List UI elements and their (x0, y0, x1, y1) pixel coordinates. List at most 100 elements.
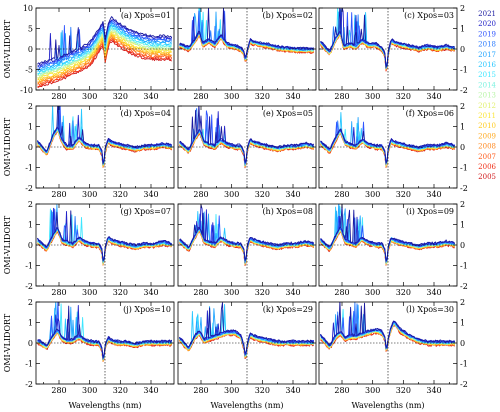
x-tick-label: 300 (365, 386, 380, 395)
x-tick-label: 300 (224, 190, 239, 199)
y-tick-label: 5 (28, 25, 33, 34)
x-tick-label: 320 (113, 190, 128, 199)
x-tick-label: 320 (396, 190, 411, 199)
y-tick-label: 1 (460, 123, 465, 132)
panel-f: 280 300 320 340 -2 -1 0 1 2 (f) Xpos=06 (318, 102, 468, 199)
panel-c: 280 300 320 340 -2 -1 0 1 2 (c) Xpos=03 (318, 4, 468, 101)
x-tick-label: 340 (285, 386, 300, 395)
series-group-l (320, 302, 456, 352)
x-tick-label: 280 (334, 92, 349, 101)
series-group-d (37, 106, 173, 168)
y-tick-label: 0 (28, 339, 33, 348)
x-tick-label: 320 (255, 288, 270, 297)
series-2021-panel-f (320, 128, 455, 164)
panel-label-d: (d) Xpos=04 (120, 109, 171, 118)
panel-label-e: (e) Xpos=05 (263, 109, 313, 118)
legend-entry-2013: 2013 (478, 92, 496, 100)
series-2021-panel-c (320, 8, 455, 68)
x-tick-label: 280 (51, 190, 66, 199)
y-tick-label: 0 (28, 241, 33, 250)
panel-e: 280 300 320 340 (e) Xpos=05 (177, 105, 317, 199)
panel-h: 280 300 320 340 (h) Xpos=08 (177, 203, 317, 297)
y-tick-label: 1 (28, 123, 33, 132)
y-tick-label: 2 (460, 4, 465, 13)
y-tick-label: -2 (460, 86, 468, 95)
panel-label-g: (g) Xpos=07 (120, 207, 171, 216)
y-tick-label: -2 (460, 282, 468, 291)
legend-entry-2011: 2011 (478, 112, 496, 120)
x-tick-label: 300 (224, 386, 239, 395)
x-tick-label: 280 (193, 92, 208, 101)
series-2021-panel-l (320, 302, 456, 348)
panel-label-j: (j) Xpos=10 (123, 305, 171, 314)
y-tick-label: 0 (460, 143, 465, 152)
y-tick-label: 0 (460, 241, 465, 250)
x-tick-label: 300 (365, 190, 380, 199)
series-group-h (179, 204, 315, 267)
legend-entry-2016: 2016 (478, 61, 496, 69)
x-tick-label: 300 (82, 92, 97, 101)
panel-l: 280 300 320 340 -2 -1 0 1 2 (l) Xpos=30 (318, 298, 468, 395)
x-tick-label: 320 (255, 190, 270, 199)
y-tick-label: 2 (460, 200, 465, 209)
x-tick-label: 340 (285, 92, 300, 101)
y-tick-label: -2 (460, 380, 468, 389)
panel-k: 280 300 320 340 (k) Xpos=29 (177, 301, 317, 395)
series-2021-panel-b (179, 8, 314, 58)
x-tick-label: 300 (82, 190, 97, 199)
y-tick-label: -1 (25, 164, 33, 173)
y-tick-label: 1 (28, 221, 33, 230)
y-axis-label: OMI-VLIDORT (3, 313, 12, 372)
y-tick-label: 0 (28, 45, 33, 54)
series-group-i (320, 204, 456, 266)
x-axis-label: Wavelengths (nm) (351, 401, 424, 410)
series-2021-panel-a (37, 16, 173, 65)
series-group-b (179, 8, 315, 62)
x-tick-label: 320 (255, 386, 270, 395)
panel-g: 280 300 320 340 -2 -1 0 1 2 (g) Xpos=07 (25, 200, 175, 297)
panel-b: 280 300 320 340 (b) Xpos=02 (177, 7, 317, 101)
x-tick-label: 320 (113, 92, 128, 101)
panel-i: 280 300 320 340 -2 -1 0 1 2 (i) Xpos=09 (318, 200, 468, 297)
y-tick-label: -1 (460, 360, 468, 369)
panel-label-l: (l) Xpos=30 (406, 305, 454, 314)
series-2021-panel-k (179, 302, 314, 354)
y-axis-label: OMI-VLIDORT (3, 215, 12, 274)
x-tick-label: 340 (426, 92, 441, 101)
legend-entry-2012: 2012 (478, 102, 496, 110)
y-tick-label: 1 (460, 221, 465, 230)
panel-label-i: (i) Xpos=09 (406, 207, 454, 216)
y-tick-label: -2 (25, 184, 33, 193)
x-tick-label: 340 (426, 288, 441, 297)
legend-entry-2017: 2017 (478, 51, 496, 59)
panel-d: 280 300 320 340 -2 -1 0 1 2 (d) Xpos=04 (25, 102, 175, 199)
x-tick-label: 340 (143, 190, 158, 199)
x-tick-label: 300 (82, 288, 97, 297)
x-tick-label: 300 (82, 386, 97, 395)
y-axis-labels: OMI-VLIDORT OMI-VLIDORT OMI-VLIDORT OMI-VLI… (3, 19, 12, 372)
panel-label-c: (c) Xpos=03 (404, 11, 454, 20)
y-tick-label: -5 (25, 66, 33, 75)
series-group-g (37, 204, 173, 266)
x-tick-label: 320 (396, 386, 411, 395)
x-tick-label: 280 (193, 190, 208, 199)
y-tick-label: 1 (460, 319, 465, 328)
legend-entry-2015: 2015 (478, 71, 496, 79)
x-tick-label: 320 (396, 92, 411, 101)
x-tick-label: 340 (143, 288, 158, 297)
legend-entry-2018: 2018 (478, 41, 496, 49)
series-2021-panel-e (179, 106, 315, 163)
x-tick-label: 280 (193, 288, 208, 297)
panel-j: 280 300 320 340 -2 -1 0 1 2 (j) Xpos=10 (25, 298, 175, 395)
y-tick-label: 2 (460, 298, 465, 307)
legend-entry-2009: 2009 (478, 132, 496, 140)
x-axis-label: Wavelengths (nm) (210, 401, 283, 410)
y-tick-label: -10 (20, 86, 33, 95)
x-tick-label: 280 (193, 386, 208, 395)
x-tick-label: 340 (426, 386, 441, 395)
series-group-j (37, 302, 173, 363)
x-tick-label: 320 (113, 288, 128, 297)
series-group-a (37, 16, 173, 88)
legend-entry-2008: 2008 (478, 143, 496, 151)
